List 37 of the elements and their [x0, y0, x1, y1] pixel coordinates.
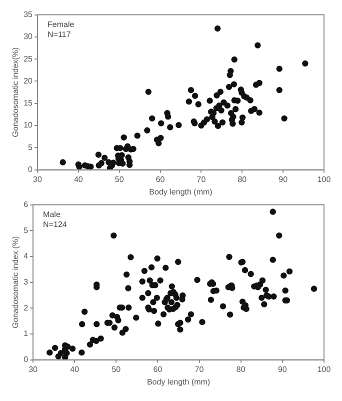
x-tick-label: 60 [153, 364, 163, 374]
annotation: Female [48, 20, 75, 30]
x-tick-label: 60 [156, 174, 166, 184]
y-tick-label: 5 [24, 226, 29, 235]
y-tick-label: 0 [28, 165, 34, 174]
y-tick-label: 0 [24, 355, 29, 364]
x-axis-title: Body length (mm) [149, 187, 213, 196]
x-tick-label: 100 [317, 364, 332, 374]
y-tick-label: 25 [24, 54, 34, 64]
y-tick-label: 3 [24, 278, 29, 287]
y-tick-label: 10 [24, 120, 34, 130]
annotation: N=117 [48, 30, 72, 40]
x-tick-label: 80 [238, 174, 248, 184]
y-tick-label: 1 [24, 329, 29, 338]
x-tick-label: 50 [112, 364, 122, 374]
x-tick-label: 100 [317, 174, 332, 184]
x-axis-title: Body length (mm) [146, 377, 210, 386]
x-tick-label: 90 [278, 174, 288, 184]
y-tick-label: 30 [24, 32, 34, 42]
y-tick-label: 20 [24, 76, 34, 86]
y-tick-label: 15 [24, 98, 34, 108]
y-tick-label: 4 [24, 252, 29, 261]
x-tick-label: 40 [74, 174, 84, 184]
x-tick-label: 90 [278, 364, 288, 374]
x-tick-label: 40 [70, 364, 80, 374]
x-tick-label: 50 [114, 174, 124, 184]
annotation: Male [43, 210, 61, 220]
x-tick-label: 80 [236, 364, 246, 374]
y-tick-label: 2 [24, 303, 29, 312]
x-tick-label: 70 [194, 364, 204, 374]
y-tick-label: 5 [28, 142, 34, 152]
annotation: N=124 [43, 220, 68, 230]
x-tick-label: 70 [196, 174, 206, 184]
y-tick-label: 6 [24, 200, 29, 210]
y-axis-title: Gonadosomatic index (%) [11, 236, 20, 328]
y-tick-label: 35 [24, 10, 34, 20]
y-axis-title: Gonadosomatic index(%) [11, 47, 20, 138]
